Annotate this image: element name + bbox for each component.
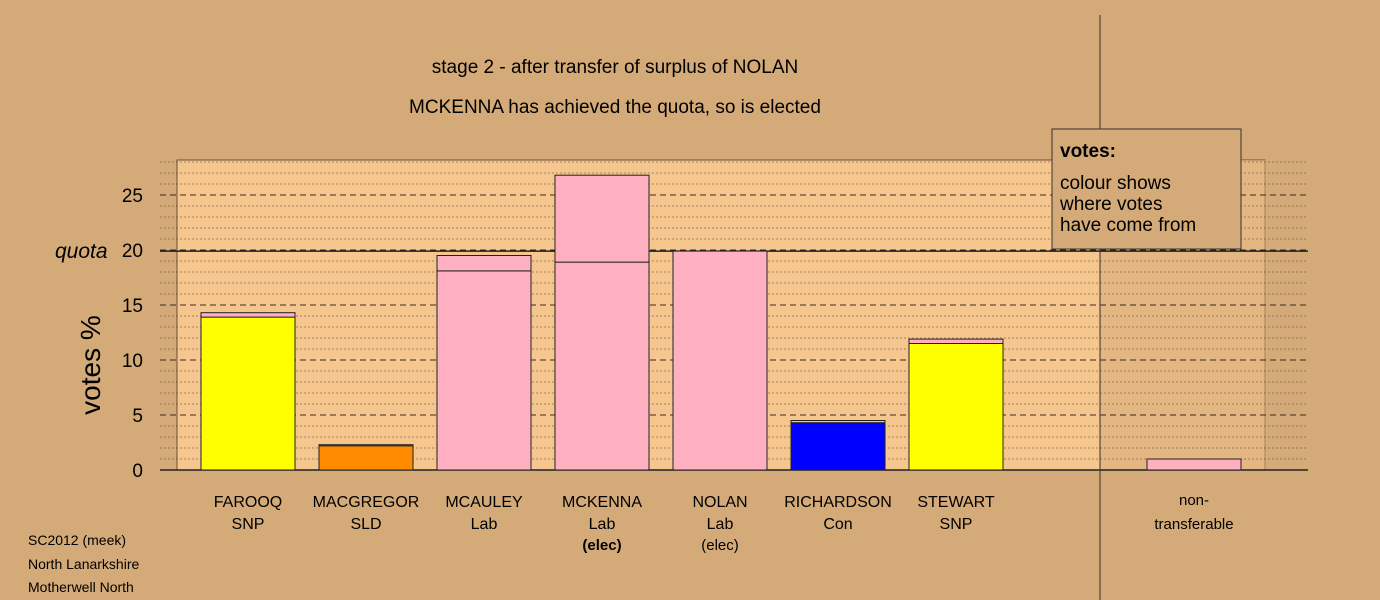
candidate-party: Lab	[589, 516, 616, 533]
bar-segment-macgregor	[318, 444, 414, 447]
candidate-status: (elec)	[701, 537, 739, 554]
y-tick-label: 20	[122, 241, 143, 262]
legend-line-3: have come from	[1060, 215, 1196, 236]
bar-segment-farooq	[200, 316, 296, 471]
legend-line-1: colour shows	[1060, 173, 1171, 194]
legend-box	[1051, 128, 1242, 250]
y-tick-label: 15	[122, 296, 143, 317]
candidate-party: Con	[823, 516, 852, 533]
y-tick-label: 5	[132, 406, 143, 427]
footer-line-2: North Lanarkshire	[28, 556, 139, 572]
candidate-name: FAROOQ	[214, 494, 282, 511]
candidate-name: NOLAN	[692, 494, 747, 511]
bars	[200, 174, 1242, 471]
y-tick-labels: 0 5 10 15 20 25	[122, 186, 143, 482]
non-transferable-label-2: transferable	[1154, 516, 1233, 533]
candidate-name: MACGREGOR	[313, 494, 420, 511]
bar-segment-stewart	[908, 338, 1004, 345]
candidate-name: MCKENNA	[562, 494, 642, 511]
candidate-labels: FAROOQ SNP MACGREGOR SLD MCAULEY Lab MCKENNA La…	[214, 492, 1234, 554]
bar-non-transferable	[1146, 458, 1242, 471]
candidate-party: SNP	[940, 516, 973, 533]
bar-segment-richardson	[790, 420, 886, 424]
candidate-name: RICHARDSON	[784, 494, 892, 511]
bar-segment-farooq	[200, 312, 296, 318]
legend-line-2: where votes	[1059, 194, 1162, 215]
candidate-name: MCAULEY	[445, 494, 523, 511]
bar-segment-macgregor	[318, 445, 414, 471]
candidate-status: (elec)	[582, 537, 621, 554]
chart-subtitle: MCKENNA has achieved the quota, so is el…	[409, 97, 821, 118]
bar-segment-mckenna	[554, 261, 650, 471]
footer-line-3: Motherwell North	[28, 579, 134, 595]
bar-segment-mckenna	[554, 174, 650, 263]
legend-title: votes:	[1060, 141, 1116, 162]
y-tick-label: 0	[132, 461, 143, 482]
candidate-party: Lab	[707, 516, 734, 533]
y-tick-label: 10	[122, 351, 143, 372]
quota-label: quota	[55, 240, 108, 263]
bar-segment-richardson	[790, 422, 886, 471]
bar-segment-mcauley	[436, 270, 532, 471]
candidate-party: SNP	[232, 516, 265, 533]
candidate-party: Lab	[471, 516, 498, 533]
y-tick-label: 25	[122, 186, 143, 207]
non-transferable-label-1: non-	[1179, 492, 1209, 509]
candidate-party: SLD	[350, 516, 381, 533]
bar-segment-nolan	[672, 250, 768, 471]
bar-segment-stewart	[908, 343, 1004, 471]
y-axis-label: votes %	[75, 315, 106, 415]
candidate-name: STEWART	[917, 494, 995, 511]
legend: votes: colour shows where votes have com…	[1051, 128, 1242, 250]
chart-title: stage 2 - after transfer of surplus of N…	[432, 57, 798, 78]
bar-segment-mcauley	[436, 255, 532, 272]
footer-line-1: SC2012 (meek)	[28, 532, 126, 548]
